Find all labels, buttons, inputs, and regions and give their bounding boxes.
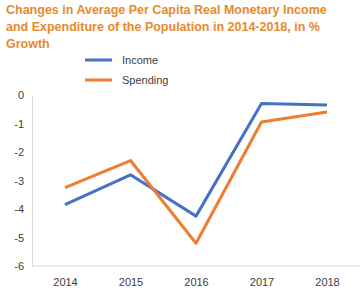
x-tick: 2014: [53, 266, 77, 288]
y-tick: -3: [14, 175, 32, 187]
legend-swatch: [85, 59, 112, 62]
y-tick: -4: [14, 203, 32, 215]
y-axis: -6 -5 -4 -3 -2 -1 0: [14, 89, 32, 272]
y-axis-line: [32, 96, 33, 267]
x-tick: 2015: [119, 266, 143, 288]
series-line: [65, 112, 327, 243]
y-tick: 0: [18, 89, 32, 101]
y-tick: -5: [14, 232, 32, 244]
legend-label: Spending: [122, 74, 169, 86]
y-tick-label: -6: [14, 260, 24, 272]
y-tick-label: -4: [14, 203, 24, 215]
x-axis: 2014 2015 2016 2017 2018: [32, 266, 360, 288]
legend-swatch: [85, 79, 112, 82]
y-tick-label: -1: [14, 118, 24, 130]
plot-area: [65, 104, 327, 244]
y-tick: -2: [14, 146, 32, 158]
series-line: [65, 104, 327, 217]
y-tick-label: -2: [14, 146, 24, 158]
x-tick: 2018: [315, 266, 339, 288]
y-tick: -6: [14, 260, 32, 272]
x-tick: 2017: [250, 266, 274, 288]
legend-label: Income: [122, 54, 158, 66]
chart: Changes in Average Per Capita Real Monet…: [0, 0, 364, 298]
x-tick-label: 2017: [250, 276, 274, 288]
x-tick-label: 2018: [315, 276, 339, 288]
x-tick: 2016: [184, 266, 208, 288]
y-tick-label: 0: [18, 89, 24, 101]
x-tick-label: 2015: [119, 276, 143, 288]
y-tick: -1: [14, 118, 32, 130]
y-tick-label: -3: [14, 175, 24, 187]
x-axis-line: [32, 266, 360, 267]
legend: Income Spending: [85, 54, 169, 86]
x-tick-label: 2016: [184, 276, 208, 288]
y-tick-label: -5: [14, 232, 24, 244]
x-tick-label: 2014: [53, 276, 77, 288]
title: Changes in Average Per Capita Real Monet…: [6, 3, 327, 51]
